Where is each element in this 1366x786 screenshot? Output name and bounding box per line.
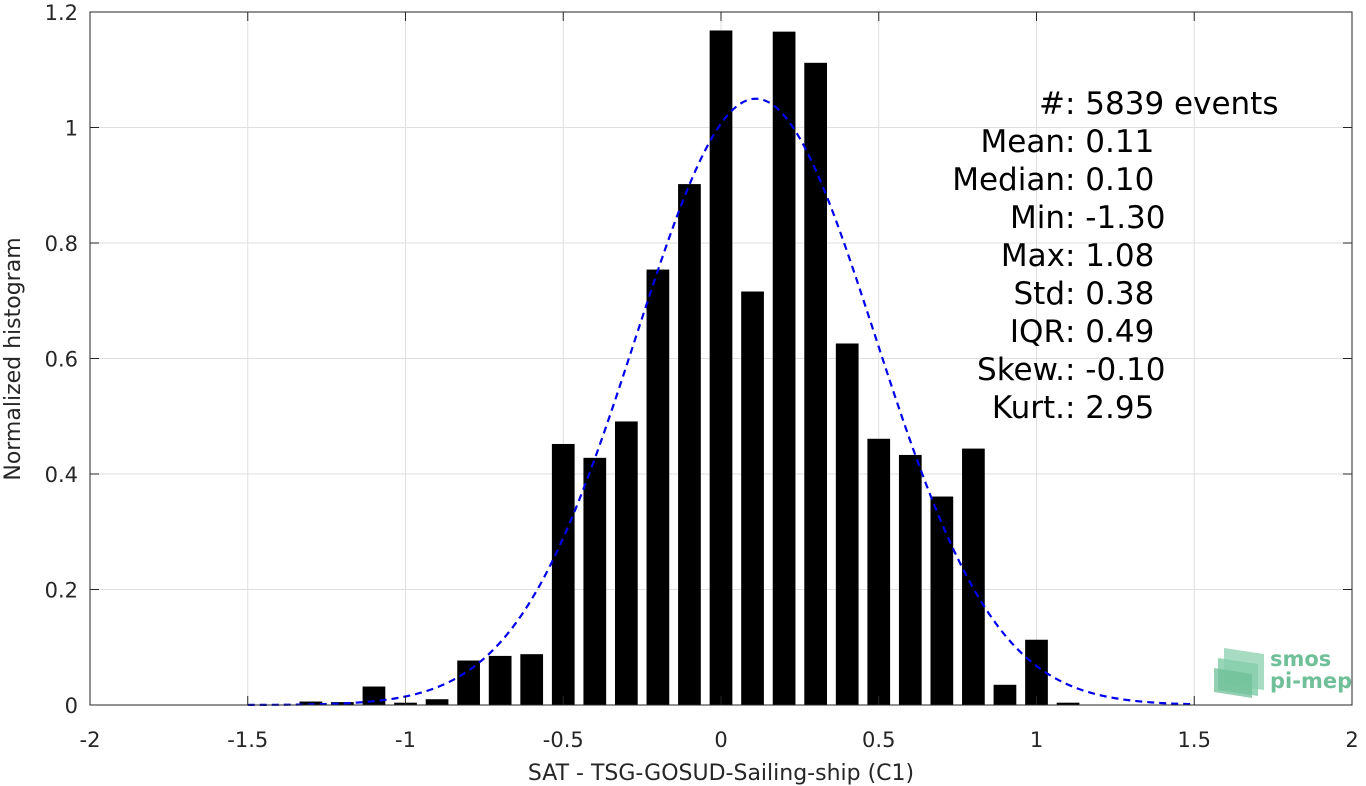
histogram-bar <box>867 438 891 705</box>
y-tick-label: 0.4 <box>45 463 78 487</box>
stat-label: Skew. <box>977 352 1065 388</box>
stat-label: IQR <box>1010 314 1065 350</box>
logo-line-1: smos <box>1270 647 1331 671</box>
histogram-bar <box>425 699 449 705</box>
stat-value: : 0.49 <box>1065 314 1154 350</box>
stat-value: : 2.95 <box>1065 390 1154 426</box>
histogram-bar <box>331 702 354 705</box>
histogram-bar <box>678 184 701 706</box>
x-axis-label: SAT - TSG-GOSUD-Sailing-ship (C1) <box>528 761 914 786</box>
x-tick-labels: -2 -1.5 -1 -0.5 0 0.5 1 1.5 2 <box>80 728 1359 752</box>
histogram-bar <box>930 496 954 705</box>
stat-label: Kurt. <box>992 390 1065 426</box>
histogram-bar <box>1025 639 1048 705</box>
histogram-bars <box>299 30 1080 706</box>
stat-label: # <box>1039 86 1065 122</box>
histogram-bar <box>772 31 796 705</box>
x-tick-label: 0 <box>714 728 727 752</box>
histogram-bar <box>898 454 922 705</box>
histogram-bar <box>457 660 480 705</box>
y-tick-label: 1.2 <box>45 1 78 25</box>
histogram-bar <box>520 654 544 705</box>
stat-label: Median <box>952 162 1065 198</box>
axes-frame <box>89 11 1353 706</box>
smos-pi-mep-logo: smos pi-mep <box>1214 647 1352 698</box>
stat-label: Std <box>1013 276 1065 312</box>
stat-value: : 5839 events <box>1065 86 1279 122</box>
stat-value: : 0.10 <box>1065 162 1154 198</box>
histogram-bar <box>299 701 323 705</box>
histogram-bar <box>962 448 985 705</box>
histogram-bar <box>835 343 859 705</box>
y-tick-labels: 0 0.2 0.4 0.6 0.8 1 1.2 <box>45 1 78 718</box>
y-tick-label: 0.2 <box>45 579 78 603</box>
x-tick-label: 0.5 <box>862 728 895 752</box>
stat-value: : -1.30 <box>1065 200 1166 236</box>
stat-value: : -0.10 <box>1065 352 1166 388</box>
histogram-bar <box>488 655 512 705</box>
stat-label: Min <box>1010 200 1065 236</box>
histogram-bar <box>551 443 575 705</box>
y-tick-label: 0 <box>65 694 78 718</box>
stat-label: Mean <box>981 124 1065 160</box>
stat-value: : 0.11 <box>1065 124 1154 160</box>
x-tick-label: -1 <box>395 728 416 752</box>
y-tick-label: 0.8 <box>45 232 78 256</box>
stat-value: : 0.38 <box>1065 276 1154 312</box>
x-tick-label: -0.5 <box>543 728 584 752</box>
histogram-bar <box>709 30 733 706</box>
x-tick-label: -2 <box>80 728 101 752</box>
histogram-bar <box>804 62 828 705</box>
stat-value: : 1.08 <box>1065 238 1154 274</box>
x-tick-label: 1.5 <box>1178 728 1211 752</box>
y-axis-label: Normalized histogram <box>1 237 26 480</box>
y-tick-label: 0.6 <box>45 348 78 372</box>
x-tick-label: -1.5 <box>227 728 268 752</box>
x-tick-label: 1 <box>1030 728 1043 752</box>
x-tick-label: 2 <box>1345 728 1358 752</box>
stat-label: Max <box>1001 238 1065 274</box>
histogram-bar <box>646 269 670 705</box>
y-tick-label: 1 <box>65 117 78 141</box>
histogram-bar <box>1056 702 1080 705</box>
histogram-bar <box>614 421 638 705</box>
histogram-bar <box>583 457 607 705</box>
histogram-bar <box>993 684 1017 705</box>
logo-line-2: pi-mep <box>1270 669 1352 693</box>
histogram-bar <box>741 291 764 705</box>
